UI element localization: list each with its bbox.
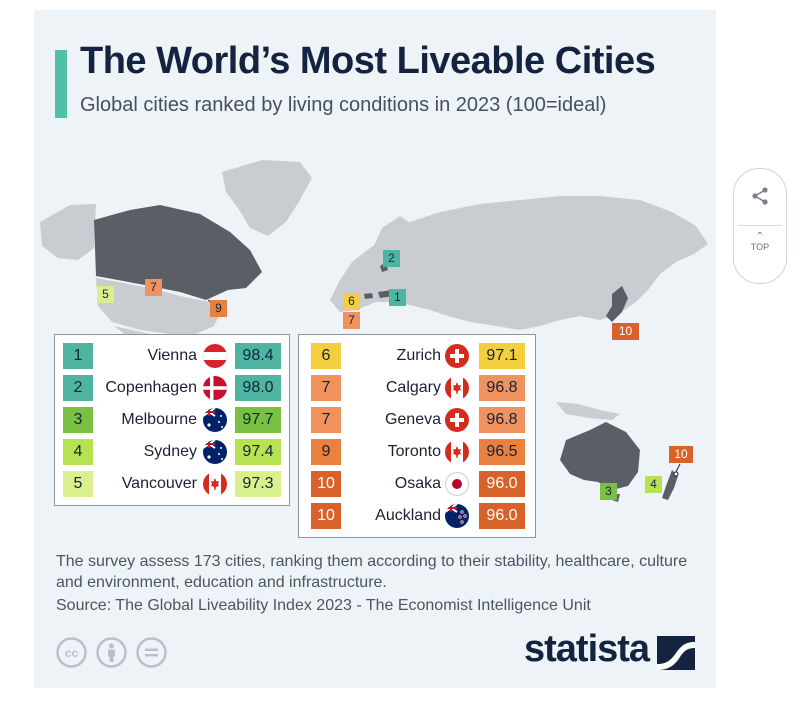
map-marker-melbourne: 3	[600, 483, 617, 500]
back-to-top-button[interactable]: TOP	[750, 242, 770, 252]
table-row: 7 Geneva 96.8	[311, 407, 527, 433]
attribution-icon[interactable]	[96, 637, 127, 668]
statista-logo-text[interactable]: statista	[524, 628, 650, 670]
score-value: 96.0	[479, 471, 525, 497]
map-switzerland	[364, 293, 373, 299]
map-marker-osaka: 10	[612, 323, 639, 340]
rank-badge: 10	[311, 503, 341, 529]
rank-badge: 2	[63, 375, 93, 401]
australia-flag-icon	[203, 440, 227, 464]
chart-subtitle: Global cities ranked by living condition…	[80, 94, 607, 116]
map-uk	[352, 258, 364, 280]
map-usa	[96, 278, 224, 334]
australia-flag-icon	[203, 408, 227, 432]
rank-badge: 3	[63, 407, 93, 433]
map-alaska	[40, 204, 96, 260]
auckland-leader-dot	[673, 471, 679, 477]
map-marker-auckland: 10	[669, 446, 693, 463]
auckland-leader-line	[675, 463, 681, 473]
rank-badge: 10	[311, 471, 341, 497]
table-row: 5 Vancouver 97.3	[63, 471, 281, 497]
table-row: 6 Zurich 97.1	[311, 343, 527, 369]
table-row: 2 Copenhagen 98.0	[63, 375, 281, 401]
denmark-flag-icon	[203, 376, 227, 400]
share-icon[interactable]	[749, 185, 771, 207]
statista-logo-icon[interactable]	[657, 636, 695, 670]
map-marker-vancouver: 5	[97, 286, 114, 303]
caret-up-icon[interactable]: ⌃	[755, 231, 765, 242]
table-row: 3 Melbourne 97.7	[63, 407, 281, 433]
score-value: 96.5	[479, 439, 525, 465]
map-japan	[606, 286, 628, 322]
switzerland-flag-icon	[445, 408, 469, 432]
table-row: 10 Auckland 96.0	[311, 503, 527, 529]
ranking-table-left: 1 Vienna 98.4 2 Copenhagen 98.0 3 Melbou…	[54, 334, 290, 506]
score-value: 96.8	[479, 375, 525, 401]
map-marker-copenhagen: 2	[383, 250, 400, 267]
table-row: 9 Toronto 96.5	[311, 439, 527, 465]
rank-badge: 6	[311, 343, 341, 369]
score-value: 97.4	[235, 439, 281, 465]
rank-badge: 7	[311, 407, 341, 433]
rank-badge: 9	[311, 439, 341, 465]
share-widget: ⌃ TOP	[733, 168, 787, 284]
creative-commons-icon[interactable]: cc	[56, 637, 87, 668]
canada-flag-icon	[203, 472, 227, 496]
city-name: Geneva	[384, 411, 441, 428]
map-greenland	[222, 160, 312, 236]
map-marker-geneva: 7	[343, 312, 360, 329]
map-marker-sydney: 4	[645, 476, 662, 493]
svg-text:cc: cc	[65, 646, 79, 660]
map-marker-zurich: 6	[343, 293, 360, 310]
switzerland-flag-icon	[445, 344, 469, 368]
map-marker-calgary: 7	[145, 279, 162, 296]
city-name: Vienna	[147, 347, 197, 364]
map-marker-vienna: 1	[389, 289, 406, 306]
city-name: Auckland	[375, 507, 441, 524]
map-scandinavia	[372, 216, 412, 262]
city-name: Melbourne	[121, 411, 197, 428]
austria-flag-icon	[203, 344, 227, 368]
source-text: Source: The Global Liveability Index 202…	[56, 597, 591, 614]
city-name: Toronto	[387, 443, 441, 460]
score-value: 98.4	[235, 343, 281, 369]
score-value: 97.7	[235, 407, 281, 433]
map-indonesia	[556, 402, 620, 420]
chart-title: The World’s Most Liveable Cities	[80, 40, 656, 82]
map-marker-toronto: 9	[210, 300, 227, 317]
ranking-table-right: 6 Zurich 97.1 7 Calgary 96.8 7 Geneva 96…	[298, 334, 536, 538]
score-value: 96.0	[479, 503, 525, 529]
share-divider	[738, 225, 782, 226]
canada-flag-icon	[445, 376, 469, 400]
score-value: 98.0	[235, 375, 281, 401]
rank-badge: 5	[63, 471, 93, 497]
table-row: 7 Calgary 96.8	[311, 375, 527, 401]
map-canada	[94, 205, 262, 300]
rank-badge: 7	[311, 375, 341, 401]
table-row: 4 Sydney 97.4	[63, 439, 281, 465]
city-name: Osaka	[394, 475, 441, 492]
rank-badge: 4	[63, 439, 93, 465]
score-value: 97.1	[479, 343, 525, 369]
survey-note: The survey assess 173 cities, ranking th…	[56, 553, 688, 591]
table-row: 10 Osaka 96.0	[311, 471, 527, 497]
japan-flag-icon	[445, 472, 469, 496]
city-name: Sydney	[143, 443, 197, 460]
city-name: Copenhagen	[105, 379, 197, 396]
table-row: 1 Vienna 98.4	[63, 343, 281, 369]
no-derivatives-icon[interactable]	[136, 637, 167, 668]
city-name: Calgary	[385, 379, 441, 396]
city-name: Vancouver	[121, 475, 197, 492]
city-name: Zurich	[396, 347, 441, 364]
score-value: 97.3	[235, 471, 281, 497]
map-australia	[560, 422, 640, 490]
canada-flag-icon	[445, 440, 469, 464]
title-accent-bar	[55, 50, 67, 118]
score-value: 96.8	[479, 407, 525, 433]
new-zealand-flag-icon	[445, 504, 469, 528]
map-new-zealand	[662, 470, 678, 500]
rank-badge: 1	[63, 343, 93, 369]
